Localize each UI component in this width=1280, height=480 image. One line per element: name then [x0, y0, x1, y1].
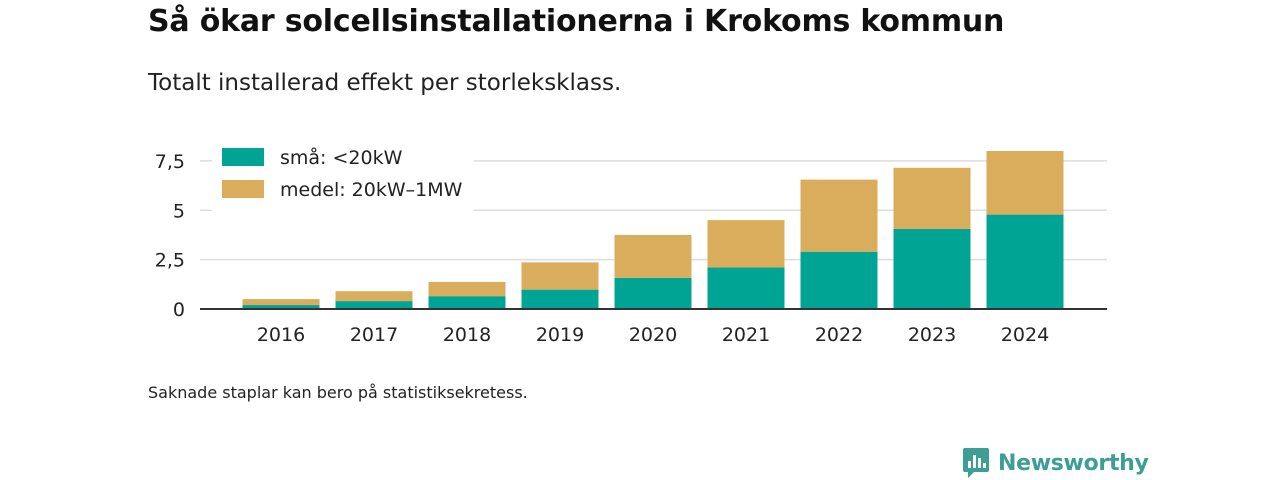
bar-medium-2023 — [893, 167, 971, 230]
x-tick-label: 2022 — [815, 324, 863, 346]
footnote: Saknade staplar kan bero på statistiksek… — [148, 383, 528, 402]
chart-title: Så ökar solcellsinstallationerna i Kroko… — [148, 4, 1005, 39]
y-axis-ticks: 0 2,5 5 7,5 — [155, 151, 185, 321]
y-tick-label: 2,5 — [155, 250, 185, 272]
bar-medium-2019 — [521, 262, 599, 290]
x-tick-label: 2023 — [908, 324, 956, 346]
bar-small-2021 — [707, 267, 785, 309]
bar-small-2019 — [521, 289, 599, 309]
bar-medium-2017 — [335, 291, 413, 302]
bar-medium-2016 — [242, 299, 320, 306]
legend-label: små: <20kW — [280, 146, 403, 169]
chart-subtitle: Totalt installerad effekt per storlekskl… — [148, 70, 622, 96]
x-tick-label: 2024 — [1001, 324, 1049, 346]
x-tick-label: 2020 — [629, 324, 677, 346]
bar-medium-2020 — [614, 234, 692, 278]
bar-small-2016 — [242, 305, 320, 309]
legend-swatch — [222, 180, 264, 198]
legend-label: medel: 20kW–1MW — [280, 179, 463, 201]
bar-small-2024 — [986, 214, 1064, 309]
legend: små: <20kW medel: 20kW–1MW — [212, 140, 474, 212]
y-tick-label: 0 — [173, 299, 185, 321]
x-tick-label: 2016 — [257, 324, 305, 346]
bar-small-2023 — [893, 229, 971, 309]
y-tick-label: 5 — [173, 200, 185, 222]
stacked-bar-chart: 0 2,5 5 7,5 2016 2017 2018 2019 2020 2021 2022 202… — [154, 140, 1107, 346]
newsworthy-logo-icon — [963, 448, 989, 478]
bar-medium-2021 — [707, 220, 785, 268]
x-tick-label: 2021 — [722, 324, 770, 346]
bar-medium-2022 — [800, 179, 878, 252]
y-tick-label: 7,5 — [155, 151, 185, 173]
bar-small-2017 — [335, 301, 413, 309]
x-tick-label: 2017 — [350, 324, 398, 346]
bar-small-2020 — [614, 277, 692, 309]
brand-logo: Newsworthy — [962, 446, 1149, 480]
bar-small-2022 — [800, 251, 878, 309]
bar-small-2018 — [428, 296, 506, 309]
bar-medium-2024 — [986, 151, 1064, 215]
x-axis-ticks: 2016 2017 2018 2019 2020 2021 2022 2023 2024 — [257, 324, 1049, 346]
x-tick-label: 2018 — [443, 324, 491, 346]
legend-swatch — [222, 148, 264, 166]
bar-medium-2018 — [428, 281, 506, 297]
bars — [242, 151, 1064, 309]
x-tick-label: 2019 — [536, 324, 584, 346]
brand-name: Newsworthy — [998, 450, 1149, 476]
